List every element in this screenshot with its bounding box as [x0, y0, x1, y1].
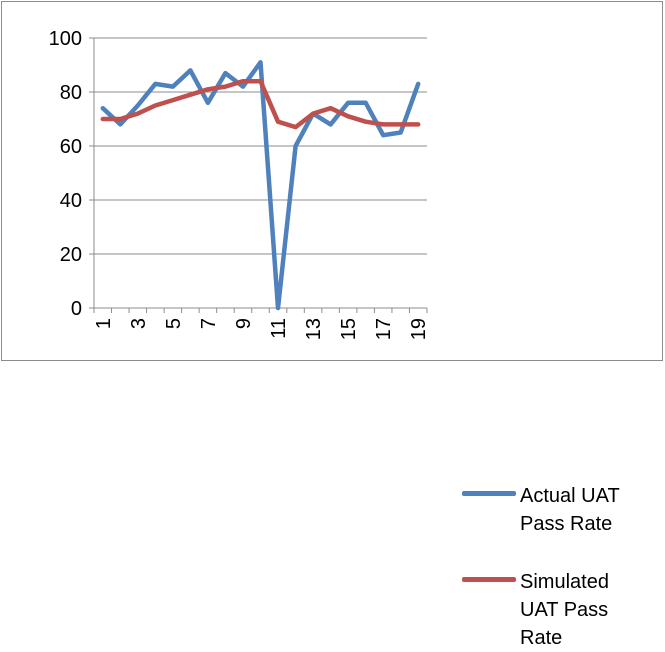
y-tick-label: 0	[71, 298, 82, 320]
y-tick-label: 100	[49, 28, 82, 50]
x-tick-label: 7	[198, 318, 220, 329]
legend-label-simulated: Simulated UAT Pass Rate	[520, 568, 630, 652]
chart-border	[2, 2, 663, 361]
legend-swatch-simulated	[462, 577, 516, 582]
x-tick-label: 13	[303, 318, 325, 340]
y-tick-label: 60	[60, 136, 82, 158]
x-tick-label: 19	[408, 318, 430, 340]
x-tick-label: 15	[338, 318, 360, 340]
legend-label-actual: Actual UAT Pass Rate	[520, 482, 650, 538]
x-tick-label: 3	[128, 318, 150, 329]
y-tick-label: 20	[60, 244, 82, 266]
x-tick-label: 1	[93, 318, 115, 329]
y-tick-label: 40	[60, 190, 82, 212]
x-tick-label: 17	[373, 318, 395, 340]
x-tick-label: 11	[268, 318, 290, 339]
y-tick-label: 80	[60, 82, 82, 104]
legend-swatch-actual	[462, 491, 516, 496]
x-tick-label: 9	[233, 318, 255, 329]
x-tick-label: 5	[163, 318, 185, 329]
